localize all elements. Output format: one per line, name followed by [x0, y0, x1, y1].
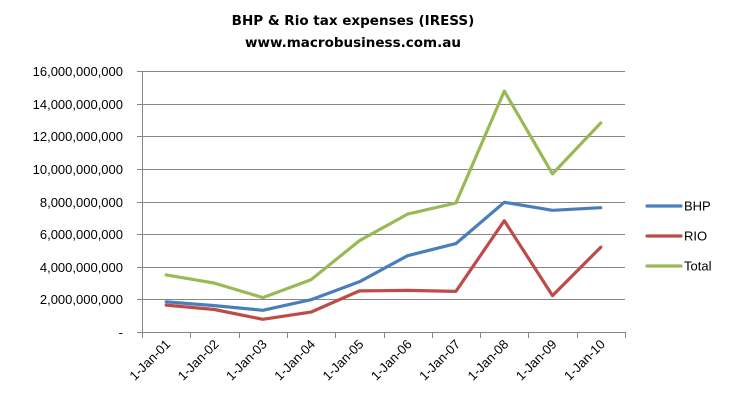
data-series	[164, 89, 603, 321]
legend-label-total: Total	[684, 259, 712, 274]
series-line-total	[164, 89, 603, 300]
x-tick-label: 1-Jan-10	[561, 337, 608, 384]
y-tick-label: 4,000,000,000	[40, 260, 123, 275]
x-axis-tick-labels: 1-Jan-01 1-Jan-02 1-Jan-03 1-Jan-04 1-Jan-05…	[126, 337, 608, 384]
legend: BHP RIO Total	[645, 199, 712, 274]
x-tick-label: 1-Jan-09	[513, 337, 560, 384]
x-tick-label: 1-Jan-03	[223, 337, 270, 384]
y-tick-label: -	[119, 325, 123, 340]
y-tick-label: 12,000,000,000	[33, 129, 123, 144]
y-tick-label: 8,000,000,000	[40, 195, 123, 210]
y-tick-label: 2,000,000,000	[40, 292, 123, 307]
y-axis-tick-labels: - 2,000,000,000 4,000,000,000 6,000,000,000…	[33, 64, 123, 340]
chart-title: BHP & Rio tax expenses (IRESS)	[232, 13, 475, 29]
x-tick-label: 1-Jan-01	[126, 337, 173, 384]
y-tick-label: 16,000,000,000	[33, 64, 123, 79]
y-tick-label: 14,000,000,000	[33, 97, 123, 112]
gridlines	[142, 71, 625, 300]
y-tick-label: 10,000,000,000	[33, 162, 123, 177]
x-tick-label: 1-Jan-07	[416, 337, 463, 384]
y-tick-label: 6,000,000,000	[40, 227, 123, 242]
x-tick-label: 1-Jan-06	[368, 337, 415, 384]
axes	[137, 71, 626, 338]
legend-label-bhp: BHP	[684, 199, 711, 214]
series-line-bhp	[164, 200, 603, 312]
series-line-rio	[164, 219, 603, 321]
x-tick-label: 1-Jan-02	[175, 337, 222, 384]
chart-subtitle: www.macrobusiness.com.au	[245, 35, 461, 51]
x-tick-label: 1-Jan-04	[271, 337, 318, 384]
x-tick-label: 1-Jan-08	[464, 337, 511, 384]
legend-label-rio: RIO	[684, 229, 707, 244]
x-tick-label: 1-Jan-05	[320, 337, 367, 384]
